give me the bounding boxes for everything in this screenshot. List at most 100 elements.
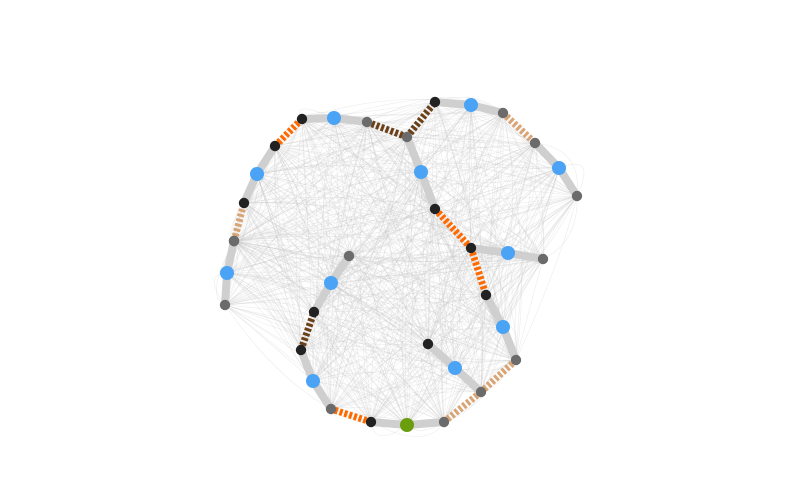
web-link [330,112,504,410]
web-link [233,240,517,361]
web-link [301,118,509,254]
brown-segment-edge [404,99,438,140]
web-link [313,311,456,369]
web-link [333,117,429,345]
web-link [424,208,445,423]
web-link [333,117,350,257]
web-link [348,112,504,257]
web-link [256,112,504,175]
web-link [226,272,456,369]
web-link [434,101,448,210]
web-link [226,272,445,423]
web-link [226,112,504,274]
gray-node [475,386,487,398]
web-link [542,195,578,260]
web-link [485,142,536,296]
gray-node [228,235,240,247]
web-link [330,391,482,410]
web-link [256,142,536,175]
web-link [330,121,368,284]
web-link [224,112,504,306]
web-link [256,173,578,197]
web-link [330,247,472,284]
web-link [313,311,429,347]
web-link [256,173,408,426]
web-link [348,255,504,328]
web-link [256,173,445,423]
web-link [420,112,504,173]
web-link [366,121,536,149]
web-link [443,359,517,423]
web-link [515,195,578,361]
web-link [359,121,372,423]
web-link [300,142,536,351]
web-link [233,117,335,242]
web-link [300,121,368,351]
web-link [502,112,545,260]
web-link [312,359,517,382]
web-link [224,304,332,410]
dark-node [422,338,434,350]
web-link [502,142,536,328]
web-link [226,272,372,423]
web-link [330,142,536,410]
web-link [243,101,436,204]
web-link [243,202,445,423]
web-link [434,101,509,254]
web-link [274,145,332,284]
web-link [313,104,472,313]
web-link [274,145,517,361]
web-link [330,136,408,410]
dark-node [429,96,441,108]
web-link [348,121,368,257]
web-link [226,272,408,426]
web-link [370,195,578,423]
web-link [451,247,472,369]
web-link [313,294,487,313]
web-link [274,145,429,345]
web-link [224,282,332,306]
web-link [243,121,368,204]
web-link [370,258,544,423]
web-link [366,121,578,197]
gray-node [361,116,373,128]
web-link [333,117,456,369]
web-link [468,104,472,249]
web-link [224,304,456,369]
web-link [434,101,487,296]
web-link [256,173,472,249]
web-link [348,255,445,423]
web-link [224,101,436,306]
web-link [301,118,408,426]
web-link [434,167,560,210]
web-link [224,252,509,306]
dark-node [429,203,441,215]
web-link [406,136,536,144]
web-link [233,142,536,242]
web-link [348,167,560,257]
web-link [274,145,302,351]
gray-node [401,131,413,143]
web-link [301,118,456,369]
web-link [312,247,472,382]
blue-node [220,266,234,280]
web-link [226,104,472,274]
orange-segment-edge [329,405,373,426]
web-link [233,208,436,242]
web-link [333,117,487,296]
web-link [421,343,445,423]
web-link [243,202,504,328]
web-link [348,255,517,361]
web-link [224,247,472,306]
web-link [226,121,368,274]
web-link [274,145,315,313]
web-link [427,258,544,345]
web-link [312,121,368,382]
web-link [274,145,487,296]
background-web [214,96,585,437]
web-link [330,101,436,410]
web-link [300,112,504,351]
web-link [233,142,536,242]
web-link [507,142,538,254]
web-link [366,121,472,249]
